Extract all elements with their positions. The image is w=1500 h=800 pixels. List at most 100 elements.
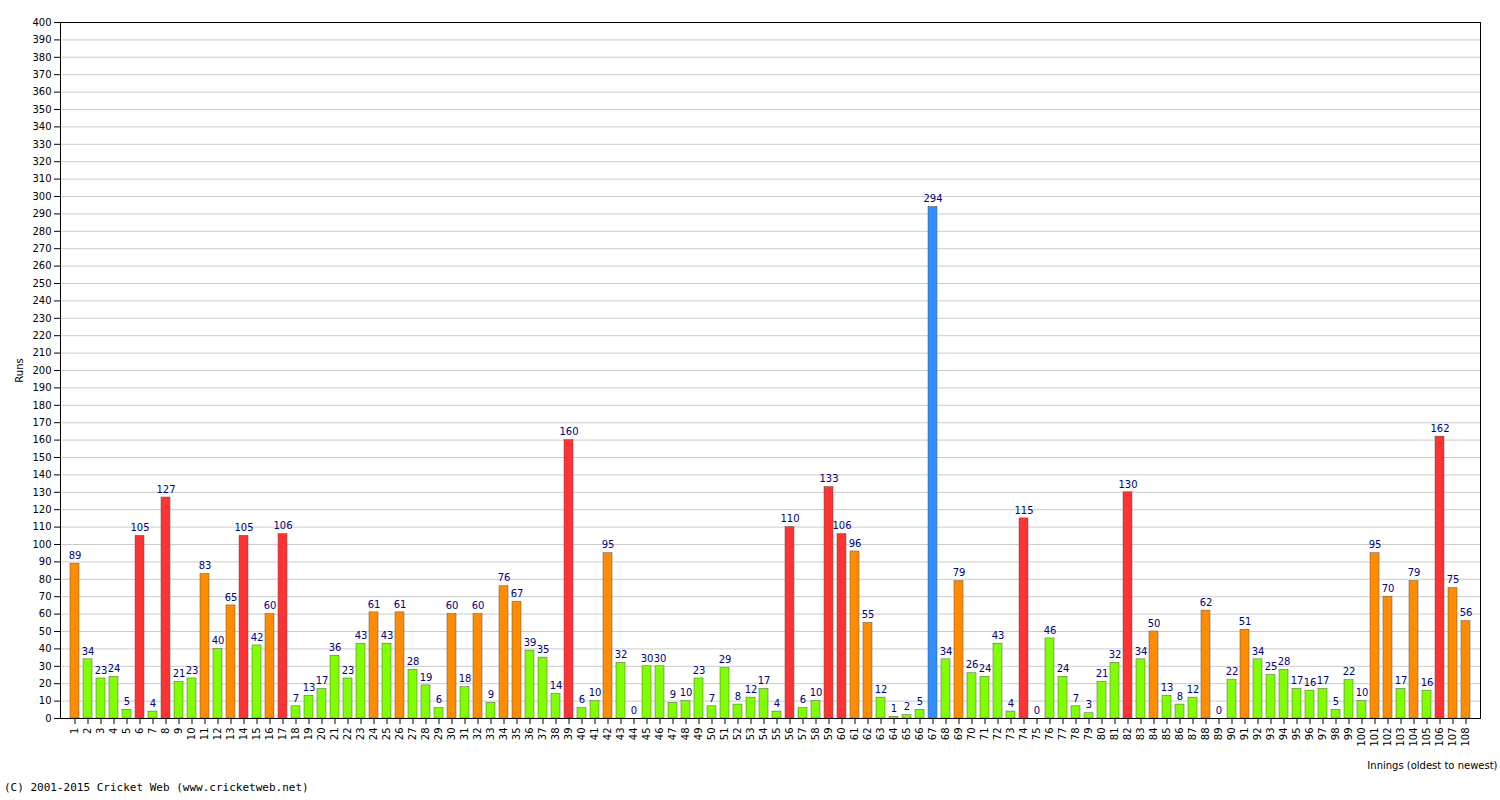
svg-text:17: 17 xyxy=(1291,675,1304,686)
svg-text:24: 24 xyxy=(1057,663,1070,674)
svg-text:19: 19 xyxy=(420,672,433,683)
svg-text:23: 23 xyxy=(342,665,355,676)
svg-text:60: 60 xyxy=(446,600,459,611)
svg-text:30: 30 xyxy=(654,653,667,664)
svg-text:Runs: Runs xyxy=(14,358,25,382)
svg-text:46: 46 xyxy=(1044,625,1057,636)
svg-text:105: 105 xyxy=(234,522,253,533)
svg-text:110: 110 xyxy=(32,521,51,532)
svg-text:51: 51 xyxy=(1239,616,1252,627)
svg-text:22: 22 xyxy=(342,728,353,741)
svg-text:41: 41 xyxy=(589,728,600,741)
svg-text:27: 27 xyxy=(407,728,418,741)
svg-text:74: 74 xyxy=(1018,728,1029,741)
svg-text:40: 40 xyxy=(39,643,52,654)
svg-text:294: 294 xyxy=(923,193,942,204)
svg-text:90: 90 xyxy=(39,556,52,567)
svg-text:91: 91 xyxy=(1239,728,1250,741)
svg-text:62: 62 xyxy=(862,728,873,741)
svg-text:6: 6 xyxy=(134,728,145,734)
svg-text:32: 32 xyxy=(472,728,483,741)
svg-text:10: 10 xyxy=(810,687,823,698)
svg-text:85: 85 xyxy=(1161,728,1172,741)
svg-text:360: 360 xyxy=(32,86,51,97)
svg-text:127: 127 xyxy=(156,484,175,495)
svg-text:82: 82 xyxy=(1122,728,1133,741)
svg-text:13: 13 xyxy=(225,728,236,741)
svg-text:80: 80 xyxy=(39,574,52,585)
svg-text:106: 106 xyxy=(832,520,851,531)
svg-text:36: 36 xyxy=(329,642,342,653)
svg-text:16: 16 xyxy=(1304,677,1317,688)
svg-text:90: 90 xyxy=(1226,728,1237,741)
svg-text:55: 55 xyxy=(771,728,782,741)
svg-text:380: 380 xyxy=(32,52,51,63)
svg-text:56: 56 xyxy=(1460,607,1473,618)
svg-text:8: 8 xyxy=(160,728,171,734)
svg-text:73: 73 xyxy=(1005,728,1016,741)
svg-text:25: 25 xyxy=(1265,661,1278,672)
svg-text:105: 105 xyxy=(1421,728,1432,747)
svg-text:390: 390 xyxy=(32,34,51,45)
svg-text:110: 110 xyxy=(780,513,799,524)
svg-text:370: 370 xyxy=(32,69,51,80)
svg-text:160: 160 xyxy=(32,434,51,445)
svg-text:43: 43 xyxy=(992,630,1005,641)
svg-text:97: 97 xyxy=(1317,728,1328,741)
svg-text:17: 17 xyxy=(758,675,771,686)
svg-text:32: 32 xyxy=(615,649,628,660)
svg-text:37: 37 xyxy=(537,728,548,741)
svg-text:20: 20 xyxy=(316,728,327,741)
svg-text:14: 14 xyxy=(550,680,563,691)
svg-text:26: 26 xyxy=(966,659,979,670)
svg-text:36: 36 xyxy=(524,728,535,741)
svg-text:67: 67 xyxy=(511,588,524,599)
svg-text:2: 2 xyxy=(904,701,910,712)
svg-text:21: 21 xyxy=(329,728,340,741)
svg-text:68: 68 xyxy=(940,728,951,741)
svg-text:0: 0 xyxy=(631,705,637,716)
svg-text:79: 79 xyxy=(1083,728,1094,741)
svg-text:96: 96 xyxy=(849,538,862,549)
svg-text:66: 66 xyxy=(914,728,925,741)
svg-text:7: 7 xyxy=(1073,693,1079,704)
svg-text:53: 53 xyxy=(745,728,756,741)
svg-text:65: 65 xyxy=(225,592,238,603)
svg-text:57: 57 xyxy=(797,728,808,741)
svg-text:38: 38 xyxy=(550,728,561,741)
svg-text:10: 10 xyxy=(680,687,693,698)
svg-text:23: 23 xyxy=(693,665,706,676)
svg-text:92: 92 xyxy=(1252,728,1263,741)
svg-text:55: 55 xyxy=(862,609,875,620)
svg-text:48: 48 xyxy=(680,728,691,741)
svg-text:12: 12 xyxy=(212,728,223,741)
svg-text:22: 22 xyxy=(1343,666,1356,677)
svg-text:15: 15 xyxy=(251,728,262,741)
svg-text:89: 89 xyxy=(1213,728,1224,741)
svg-text:61: 61 xyxy=(368,599,381,610)
svg-text:86: 86 xyxy=(1174,728,1185,741)
svg-text:300: 300 xyxy=(32,191,51,202)
svg-text:140: 140 xyxy=(32,469,51,480)
svg-text:5: 5 xyxy=(121,728,132,734)
svg-text:76: 76 xyxy=(498,572,511,583)
svg-text:8: 8 xyxy=(1177,691,1183,702)
svg-text:88: 88 xyxy=(1200,728,1211,741)
svg-text:106: 106 xyxy=(1434,728,1445,747)
svg-text:13: 13 xyxy=(303,682,316,693)
svg-text:4: 4 xyxy=(150,698,156,709)
svg-text:39: 39 xyxy=(524,637,537,648)
svg-text:76: 76 xyxy=(1044,728,1055,741)
svg-text:60: 60 xyxy=(39,608,52,619)
svg-text:26: 26 xyxy=(394,728,405,741)
svg-text:23: 23 xyxy=(186,665,199,676)
svg-text:35: 35 xyxy=(537,644,550,655)
svg-text:45: 45 xyxy=(641,728,652,741)
svg-text:280: 280 xyxy=(32,226,51,237)
svg-text:21: 21 xyxy=(1096,668,1109,679)
svg-text:240: 240 xyxy=(32,295,51,306)
svg-text:62: 62 xyxy=(1200,597,1213,608)
svg-text:70: 70 xyxy=(39,591,52,602)
svg-text:24: 24 xyxy=(108,663,121,674)
svg-text:28: 28 xyxy=(407,656,420,667)
